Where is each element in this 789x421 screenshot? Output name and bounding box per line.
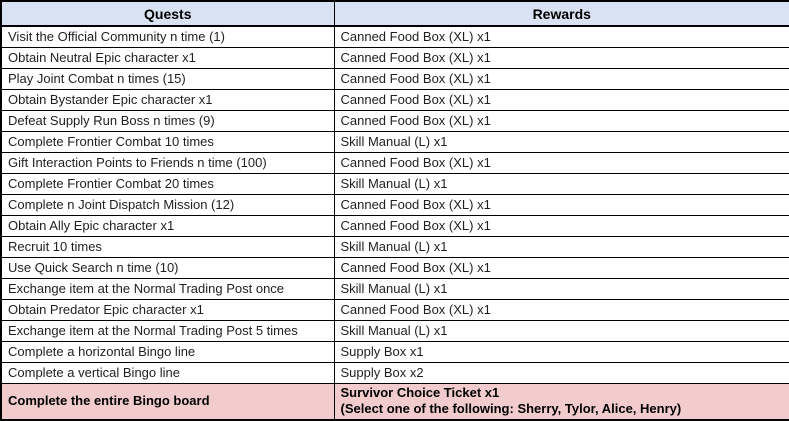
- quest-cell: Obtain Neutral Epic character x1: [0, 46, 335, 69]
- reward-line-2: (Select one of the following: Sherry, Ty…: [340, 401, 682, 417]
- quest-cell: Complete Frontier Combat 10 times: [0, 130, 335, 153]
- quest-cell: Play Joint Combat n times (15): [0, 67, 335, 90]
- final-bingo-row: Complete the entire Bingo board Survivor …: [0, 382, 789, 421]
- reward-cell: Canned Food Box (XL) x1: [333, 214, 789, 237]
- reward-cell: Canned Food Box (XL) x1: [333, 256, 789, 279]
- reward-cell: Survivor Choice Ticket x1 (Select one of …: [333, 382, 789, 421]
- table-row: Obtain Ally Epic character x1 Canned Foo…: [0, 214, 789, 237]
- quest-cell: Obtain Bystander Epic character x1: [0, 88, 335, 111]
- quests-column-header: Quests: [0, 0, 335, 27]
- quest-cell: Visit the Official Community n time (1): [0, 25, 335, 48]
- reward-line-1: Survivor Choice Ticket x1: [340, 385, 500, 400]
- table-row: Obtain Predator Epic character x1 Canned…: [0, 298, 789, 321]
- table-row: Defeat Supply Run Boss n times (9) Canne…: [0, 109, 789, 132]
- table-row: Recruit 10 times Skill Manual (L) x1: [0, 235, 789, 258]
- table-row: Obtain Bystander Epic character x1 Canne…: [0, 88, 789, 111]
- header-row: Quests Rewards: [0, 0, 789, 27]
- quest-cell: Exchange item at the Normal Trading Post…: [0, 277, 335, 300]
- reward-cell: Supply Box x2: [333, 361, 789, 384]
- reward-cell: Canned Food Box (XL) x1: [333, 193, 789, 216]
- quest-cell: Complete a horizontal Bingo line: [0, 340, 335, 363]
- table-row: Exchange item at the Normal Trading Post…: [0, 319, 789, 342]
- reward-cell: Canned Food Box (XL) x1: [333, 88, 789, 111]
- rewards-column-header: Rewards: [333, 0, 789, 27]
- table-row: Use Quick Search n time (10) Canned Food…: [0, 256, 789, 279]
- reward-cell: Canned Food Box (XL) x1: [333, 298, 789, 321]
- quest-cell: Complete the entire Bingo board: [0, 382, 335, 421]
- table-row: Complete a vertical Bingo line Supply Bo…: [0, 361, 789, 384]
- reward-cell: Skill Manual (L) x1: [333, 277, 789, 300]
- quest-cell: Recruit 10 times: [0, 235, 335, 258]
- table-row: Complete n Joint Dispatch Mission (12) C…: [0, 193, 789, 216]
- table-header: Quests Rewards: [0, 0, 789, 27]
- table-row: Visit the Official Community n time (1) …: [0, 25, 789, 48]
- table-row: Complete Frontier Combat 10 times Skill …: [0, 130, 789, 153]
- quest-cell: Complete Frontier Combat 20 times: [0, 172, 335, 195]
- quest-cell: Use Quick Search n time (10): [0, 256, 335, 279]
- quest-cell: Obtain Predator Epic character x1: [0, 298, 335, 321]
- reward-cell: Supply Box x1: [333, 340, 789, 363]
- quest-cell: Gift Interaction Points to Friends n tim…: [0, 151, 335, 174]
- table-row: Complete Frontier Combat 20 times Skill …: [0, 172, 789, 195]
- reward-cell: Canned Food Box (XL) x1: [333, 151, 789, 174]
- table-row: Exchange item at the Normal Trading Post…: [0, 277, 789, 300]
- table-row: Play Joint Combat n times (15) Canned Fo…: [0, 67, 789, 90]
- table-row: Complete a horizontal Bingo line Supply …: [0, 340, 789, 363]
- reward-cell: Skill Manual (L) x1: [333, 235, 789, 258]
- table-row: Obtain Neutral Epic character x1 Canned …: [0, 46, 789, 69]
- quest-cell: Exchange item at the Normal Trading Post…: [0, 319, 335, 342]
- reward-cell: Canned Food Box (XL) x1: [333, 109, 789, 132]
- reward-cell: Canned Food Box (XL) x1: [333, 25, 789, 48]
- quest-cell: Complete a vertical Bingo line: [0, 361, 335, 384]
- quest-cell: Defeat Supply Run Boss n times (9): [0, 109, 335, 132]
- quest-cell: Obtain Ally Epic character x1: [0, 214, 335, 237]
- table-body: Visit the Official Community n time (1) …: [0, 25, 789, 421]
- quest-cell: Complete n Joint Dispatch Mission (12): [0, 193, 335, 216]
- table-row: Gift Interaction Points to Friends n tim…: [0, 151, 789, 174]
- reward-cell: Canned Food Box (XL) x1: [333, 46, 789, 69]
- reward-cell: Skill Manual (L) x1: [333, 172, 789, 195]
- reward-cell: Skill Manual (L) x1: [333, 130, 789, 153]
- reward-cell: Canned Food Box (XL) x1: [333, 67, 789, 90]
- reward-cell: Skill Manual (L) x1: [333, 319, 789, 342]
